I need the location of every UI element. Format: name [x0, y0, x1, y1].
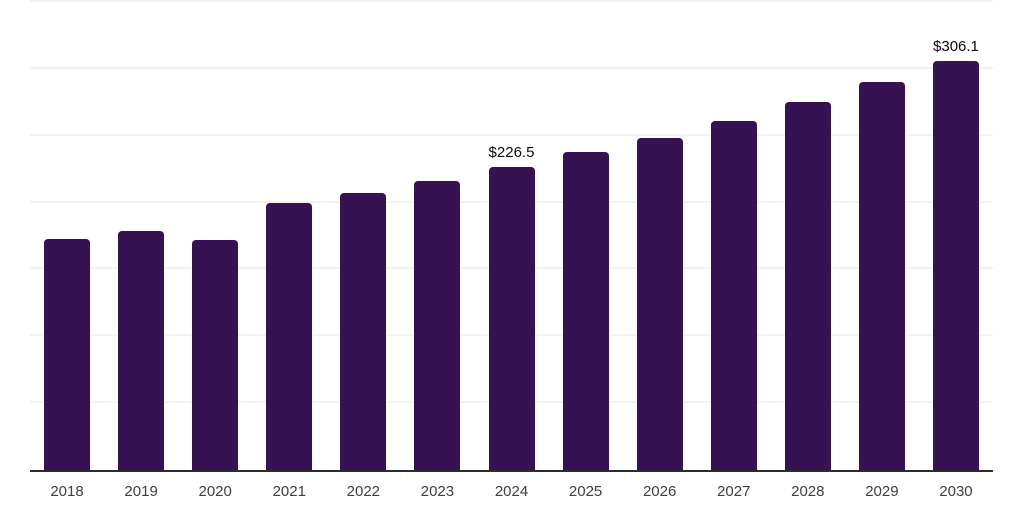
x-tick-label-2029: 2029 — [865, 483, 899, 500]
bar-slot-2023 — [400, 0, 474, 470]
bar-2018 — [44, 238, 91, 470]
bar-2027 — [710, 121, 757, 470]
bar-value-label-2030: $306.1 — [933, 37, 979, 55]
x-tick-label-2025: 2025 — [568, 483, 603, 500]
x-tick-label-2024: 2024 — [494, 483, 529, 500]
x-tick-label-2023: 2023 — [420, 483, 455, 500]
bar-slot-2026 — [623, 0, 697, 470]
bar-2028 — [784, 102, 831, 470]
gridline-300 — [30, 66, 993, 69]
bar-2026 — [636, 137, 683, 470]
gridline-250 — [30, 133, 993, 136]
plot-area: $226.5 $306.1 — [30, 0, 993, 472]
x-tick-label-2028: 2028 — [791, 483, 825, 500]
bar-2030 — [932, 60, 979, 470]
bars-container: $226.5 $306.1 — [30, 0, 993, 470]
bar-slot-2025 — [549, 0, 623, 470]
bar-slot-2021 — [252, 0, 326, 470]
x-tick-label-2026: 2026 — [642, 483, 677, 500]
x-tick-label-2021: 2021 — [272, 483, 306, 500]
bar-slot-2018 — [30, 0, 104, 470]
x-tick-label-2020: 2020 — [198, 483, 232, 500]
bar-2021 — [266, 203, 313, 470]
bar-2024 — [488, 167, 535, 470]
x-tick-label-2018: 2018 — [50, 483, 84, 500]
bar-2023 — [414, 180, 461, 470]
bar-slot-2019 — [104, 0, 178, 470]
x-tick-label-2030: 2030 — [939, 483, 973, 500]
x-tick-label-2022: 2022 — [346, 483, 381, 500]
bar-value-label-2024: $226.5 — [488, 144, 535, 162]
bar-2020 — [192, 240, 239, 470]
bar-slot-2020 — [178, 0, 252, 470]
x-tick-label-2019: 2019 — [124, 483, 158, 500]
gridline-350 — [30, 0, 993, 2]
bar-2022 — [340, 192, 387, 470]
x-axis-labels: 2018 2019 2020 2021 2022 2023 2024 2025 2026 2027… — [30, 483, 993, 500]
bar-slot-2027 — [697, 0, 771, 470]
bar-slot-2022 — [326, 0, 400, 470]
bar-slot-2024: $226.5 — [474, 0, 548, 470]
bar-2029 — [858, 81, 905, 470]
bar-slot-2029 — [845, 0, 919, 470]
bar-slot-2030: $306.1 — [919, 0, 993, 470]
x-tick-label-2027: 2027 — [717, 483, 751, 500]
bar-2025 — [562, 152, 609, 470]
bar-2019 — [118, 230, 165, 470]
bar-slot-2028 — [771, 0, 845, 470]
